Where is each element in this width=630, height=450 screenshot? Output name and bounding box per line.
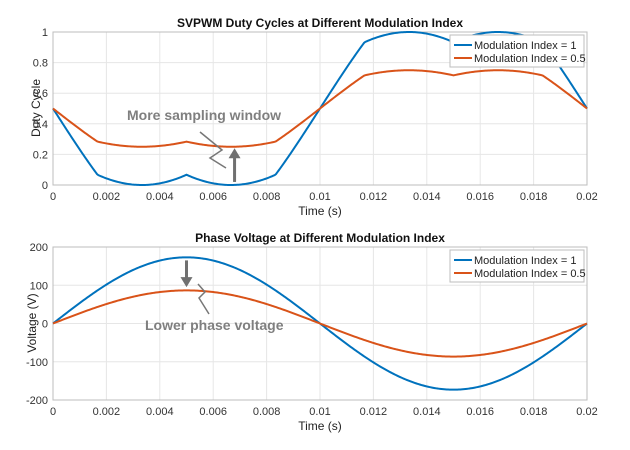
y-tick-label: 0.6 bbox=[33, 88, 48, 100]
annotation-squiggle bbox=[199, 131, 227, 169]
y-axis-label: Voltage (V) bbox=[25, 293, 39, 352]
x-tick-label: 0.002 bbox=[93, 406, 121, 418]
legend-label: Modulation Index = 0.5 bbox=[474, 53, 586, 65]
legend-label: Modulation Index = 0.5 bbox=[474, 268, 586, 280]
y-tick-label: 0.8 bbox=[33, 58, 48, 70]
x-tick-label: 0.004 bbox=[146, 191, 174, 203]
x-tick-label: 0.014 bbox=[413, 406, 441, 418]
x-axis-label: Time (s) bbox=[298, 204, 342, 218]
x-tick-label: 0.012 bbox=[360, 191, 388, 203]
legend-label: Modulation Index = 1 bbox=[474, 255, 576, 267]
x-tick-label: 0 bbox=[50, 406, 56, 418]
legend-box bbox=[449, 34, 585, 68]
series-line-2 bbox=[52, 289, 588, 358]
y-tick-label: 0 bbox=[42, 180, 48, 192]
annotation-squiggle bbox=[197, 283, 210, 315]
x-tick-label: 0.016 bbox=[466, 406, 494, 418]
annotation-text: More sampling window bbox=[127, 107, 281, 123]
legend-label: Modulation Index = 1 bbox=[474, 40, 576, 52]
y-tick-label: 0.4 bbox=[33, 119, 48, 131]
annotation-arrow-head bbox=[228, 148, 241, 159]
y-tick-label: 100 bbox=[30, 280, 48, 292]
x-tick-label: 0.008 bbox=[253, 406, 281, 418]
annotation-arrow-head bbox=[180, 277, 193, 288]
chart-2: 0 0.002 0.004 0.006 0.008 0.01 0.012 0.014 0.016… bbox=[25, 231, 598, 433]
x-tick-label: 0.02 bbox=[576, 191, 597, 203]
x-tick-label: 0.004 bbox=[146, 406, 174, 418]
annotation-text: Lower phase voltage bbox=[145, 317, 284, 333]
x-tick-label: 0.006 bbox=[199, 406, 227, 418]
x-tick-label: 0.016 bbox=[466, 191, 494, 203]
y-tick-label: 0 bbox=[42, 319, 48, 331]
legend-box bbox=[449, 249, 585, 283]
y-tick-label: 1 bbox=[42, 27, 48, 39]
x-tick-label: 0.018 bbox=[520, 191, 548, 203]
series-line-2 bbox=[52, 69, 588, 148]
x-tick-label: 0.01 bbox=[309, 406, 330, 418]
x-tick-label: 0.002 bbox=[93, 191, 121, 203]
x-axis-label: Time (s) bbox=[298, 419, 342, 433]
y-axis-label: Duty Cycle bbox=[29, 79, 43, 137]
chart-1: 0 0.002 0.004 0.006 0.008 0.01 0.012 0.014 0.016… bbox=[29, 16, 598, 218]
y-tick-label: 200 bbox=[30, 242, 48, 254]
y-tick-label: 0.2 bbox=[33, 149, 48, 161]
x-tick-label: 0.018 bbox=[520, 406, 548, 418]
x-tick-label: 0 bbox=[50, 191, 56, 203]
x-tick-label: 0.006 bbox=[199, 191, 227, 203]
x-tick-label: 0.014 bbox=[413, 191, 441, 203]
y-tick-label: -100 bbox=[26, 357, 48, 369]
chart-title: Phase Voltage at Different Modulation In… bbox=[195, 231, 445, 245]
x-tick-label: 0.008 bbox=[253, 191, 281, 203]
chart-title: SVPWM Duty Cycles at Different Modulatio… bbox=[177, 16, 463, 30]
x-tick-label: 0.01 bbox=[309, 191, 330, 203]
y-tick-label: -200 bbox=[26, 395, 48, 407]
x-tick-label: 0.012 bbox=[360, 406, 388, 418]
x-tick-label: 0.02 bbox=[576, 406, 597, 418]
